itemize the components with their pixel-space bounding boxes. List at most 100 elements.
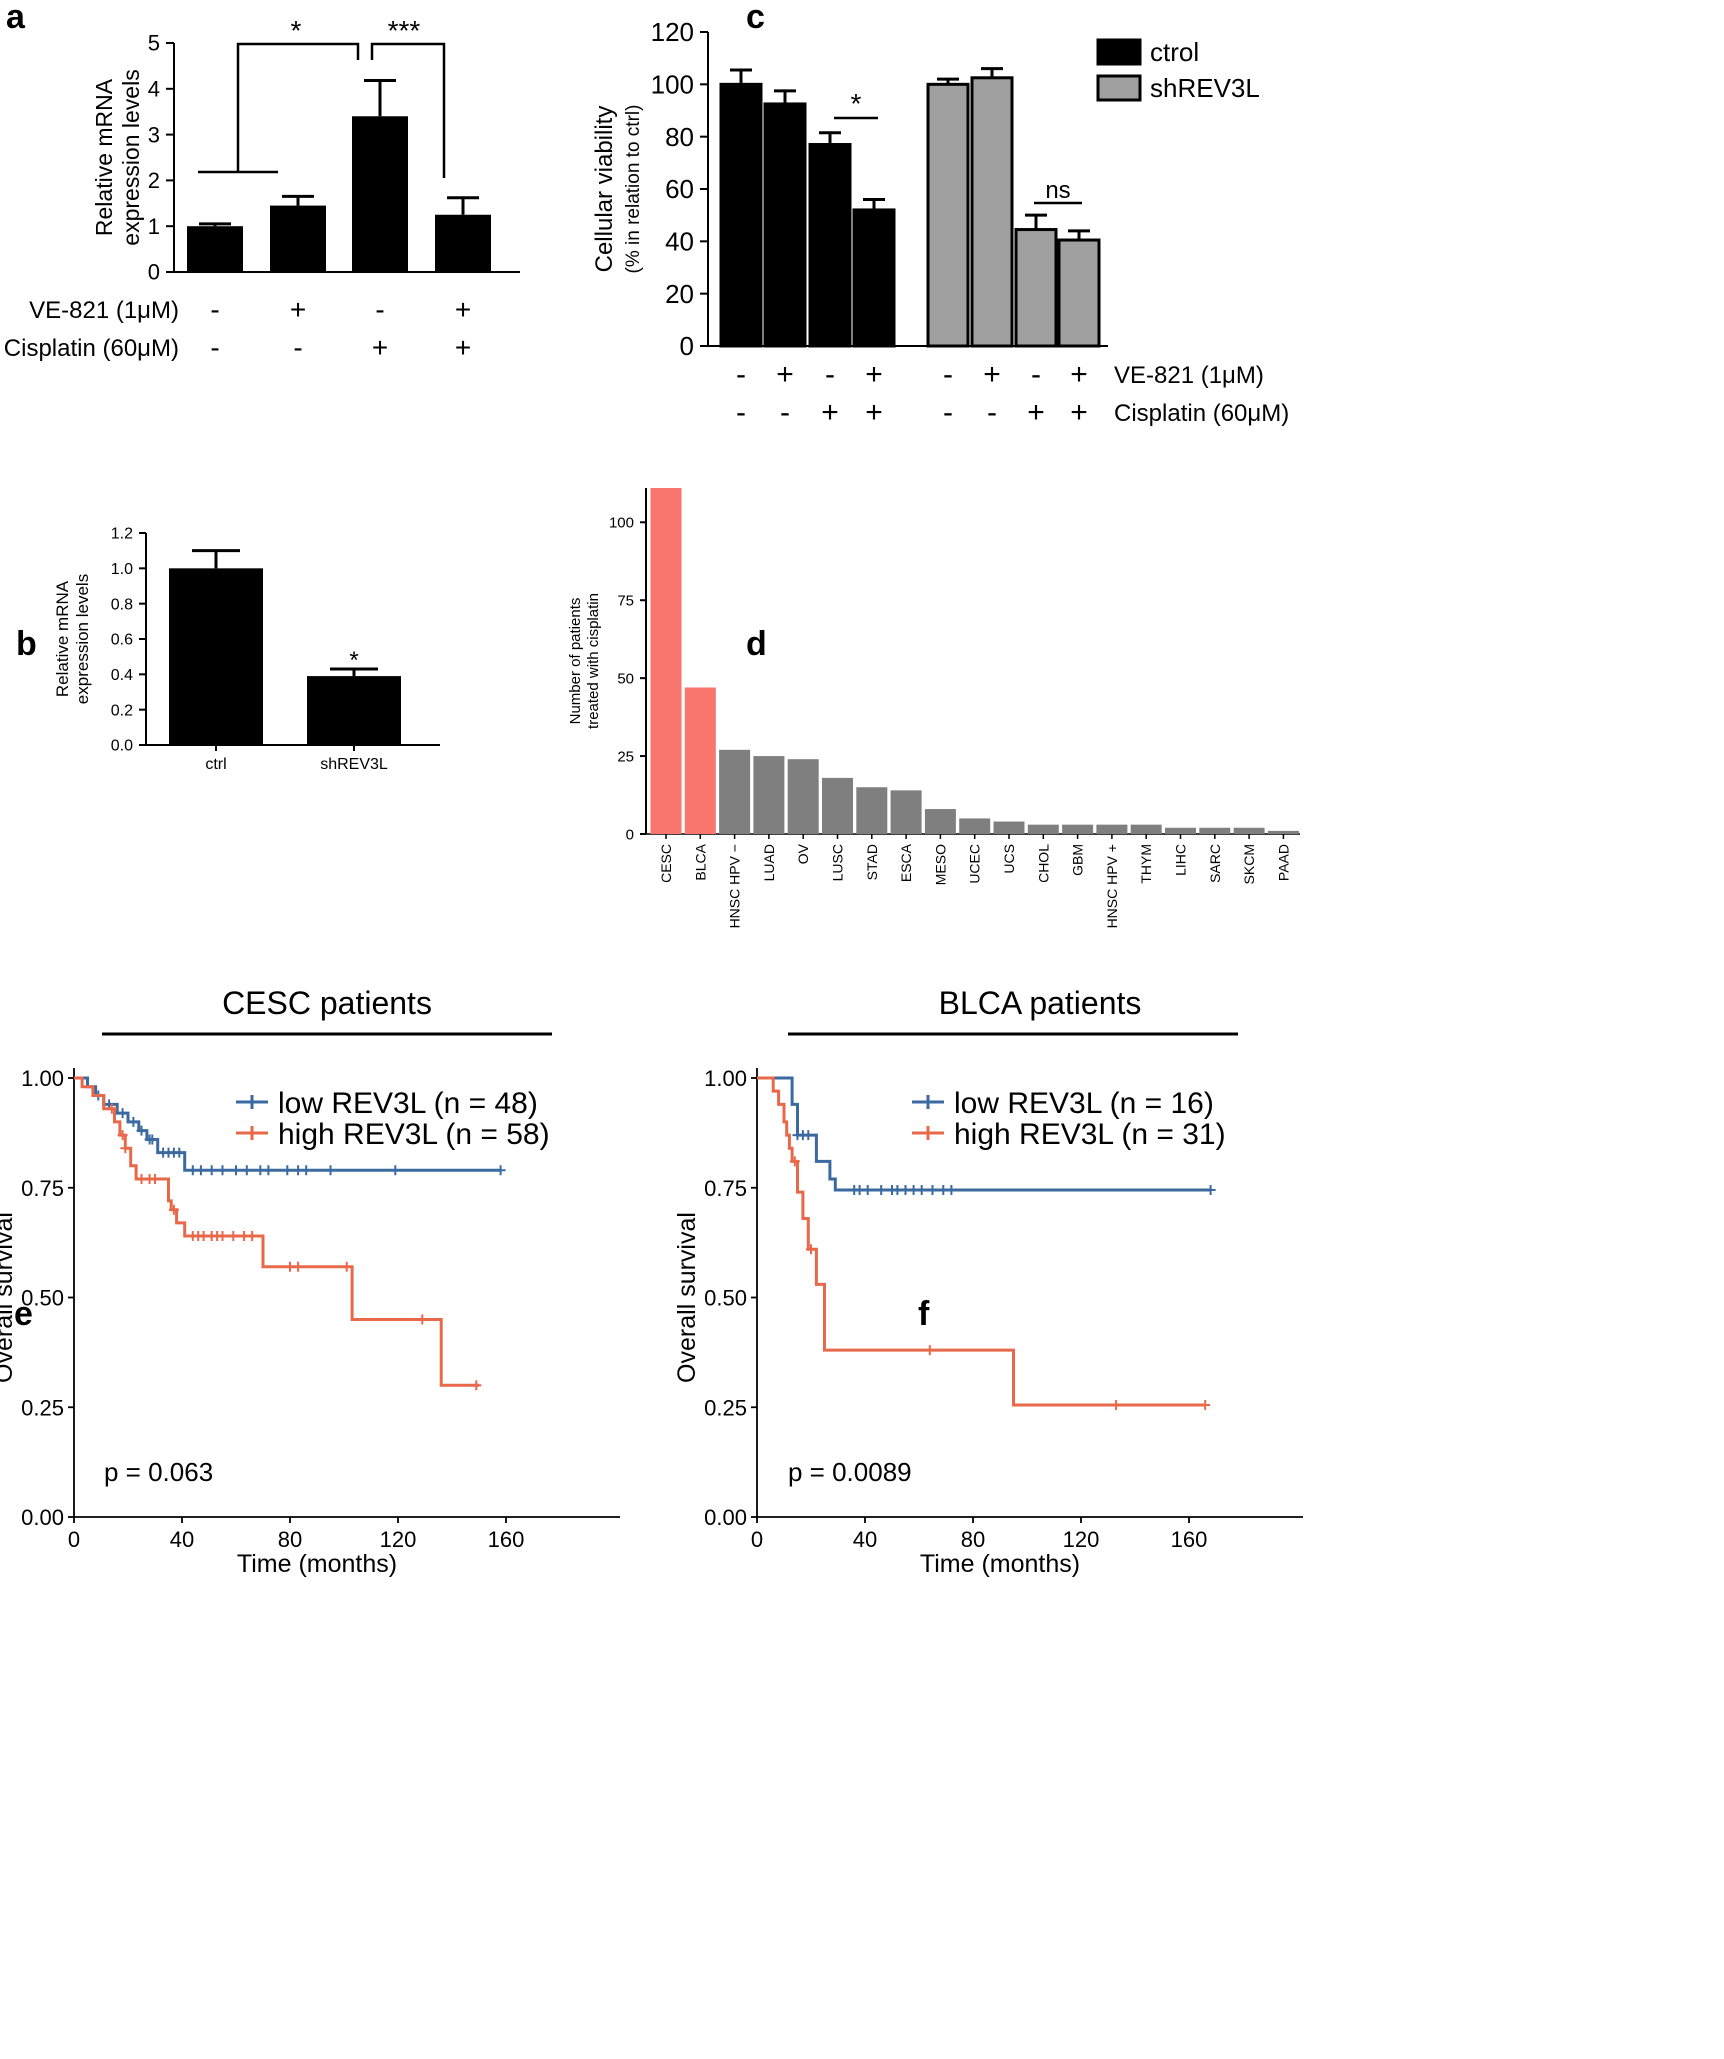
significance-label: ns [1045, 177, 1070, 204]
y-axis-label: Overall survival [673, 1212, 701, 1383]
censor-mark [231, 1165, 241, 1176]
censor-mark [147, 1134, 158, 1145]
bar [1267, 830, 1299, 834]
y-tick-label: 120 [651, 17, 694, 47]
y-tick-label: 5 [148, 31, 160, 56]
y-axis-label: Cellular viability [591, 106, 618, 273]
x-tick-label: CHOL [1035, 844, 1051, 883]
censor-mark [174, 1147, 185, 1158]
x-tick-label: CESC [658, 844, 674, 883]
bar [926, 82, 970, 348]
condition-sign: - [825, 358, 835, 391]
significance-bracket [370, 42, 446, 178]
x-tick-label: THYM [1138, 844, 1154, 884]
censor-mark [789, 1156, 800, 1167]
bar [169, 568, 263, 745]
panel-d-chart: 0 25 50 75 100 Number of patients treated with… [567, 488, 1300, 928]
significance-label: * [851, 88, 862, 119]
condition-sign: - [1031, 358, 1041, 391]
condition-sign: - [736, 396, 746, 429]
legend-swatch [1096, 38, 1142, 66]
bar [852, 208, 896, 348]
censor-mark [417, 1314, 428, 1325]
legend-label: shREV3L [1150, 73, 1260, 103]
censor-mark [241, 1165, 252, 1176]
x-tick-label: HNSC HPV − [727, 844, 743, 928]
y-tick-label: 0 [680, 331, 694, 361]
bar [753, 756, 785, 834]
censor-mark [206, 1165, 217, 1176]
y-tick-label: 20 [665, 279, 694, 309]
y-axis-label: expression levels [118, 69, 144, 245]
y-tick-label: 50 [617, 670, 634, 687]
censor-mark [1111, 1400, 1122, 1411]
condition-sign: + [1070, 358, 1088, 391]
censor-mark [217, 1231, 228, 1242]
condition-label: VE-821 (1μM) [1114, 362, 1264, 389]
y-tick-label: 75 [617, 592, 634, 609]
y-tick-label: 0 [148, 260, 160, 285]
y-tick-label: 0.6 [111, 632, 133, 649]
condition-sign: + [821, 396, 839, 429]
censor-mark [117, 1130, 128, 1141]
y-axis-label: Number of patients [567, 598, 584, 725]
x-tick-label: shREV3L [320, 756, 388, 773]
censor-mark [195, 1165, 206, 1176]
bar [1199, 827, 1231, 834]
condition-sign: - [293, 332, 302, 363]
condition-sign: - [210, 294, 219, 325]
bar [808, 143, 852, 348]
bar [187, 226, 243, 272]
censor-mark [390, 1165, 401, 1176]
survival-curve [74, 1076, 501, 1172]
censor-mark [1200, 1400, 1211, 1411]
censor-mark [247, 1231, 258, 1242]
bar [890, 790, 922, 834]
x-tick-label: 0 [751, 1527, 763, 1552]
legend-label: ctrol [1150, 37, 1199, 67]
x-tick-label: STAD [864, 844, 880, 880]
chart-title: BLCA patients [939, 985, 1142, 1021]
censor-mark [150, 1173, 160, 1184]
condition-sign: - [780, 396, 790, 429]
y-tick-label: 3 [148, 122, 160, 147]
x-tick-label: 40 [170, 1527, 194, 1552]
bar [763, 102, 807, 348]
significance-label: * [349, 647, 358, 674]
legend-label: low REV3L (n = 48) [278, 1087, 538, 1120]
bar [435, 214, 491, 272]
legend-swatch [1096, 74, 1142, 102]
x-tick-label: LUSC [830, 844, 846, 881]
x-tick-label: UCEC [967, 844, 983, 884]
censor-mark [217, 1165, 228, 1176]
y-tick-label: 0.75 [704, 1176, 747, 1201]
condition-sign: + [776, 358, 794, 391]
censor-mark [862, 1184, 873, 1195]
condition-sign: - [943, 396, 953, 429]
y-tick-label: 0.75 [21, 1176, 64, 1201]
condition-label: Cisplatin (60μM) [4, 335, 179, 362]
x-tick-label: ESCA [898, 843, 914, 882]
panel-label-d: d [746, 625, 767, 663]
x-tick-label: LUAD [761, 844, 777, 881]
panel-e-chart: CESC patients 0.00 0.25 0.50 0.75 1.00 0 40 80 12… [0, 985, 620, 1578]
censor-mark [916, 1184, 927, 1195]
x-tick-label: 120 [1063, 1527, 1100, 1552]
x-tick-label: UCS [1001, 844, 1017, 874]
chart-title: CESC patients [222, 985, 432, 1021]
y-tick-label: 80 [665, 122, 694, 152]
censor-mark [136, 1125, 147, 1136]
y-tick-label: 2 [148, 168, 160, 193]
legend-label: high REV3L (n = 31) [954, 1118, 1226, 1151]
x-tick-label: 160 [488, 1527, 525, 1552]
bar [719, 749, 751, 834]
condition-label: VE-821 (1μM) [29, 297, 179, 324]
y-axis-label: (% in relation to ctrl) [623, 105, 644, 274]
panel-b-chart: 0.0 0.2 0.4 0.6 0.8 1.0 1.2 Relative mRNA expres… [53, 526, 440, 773]
censor-mark [471, 1380, 482, 1391]
x-tick-label: GBM [1070, 844, 1086, 876]
bar [307, 676, 401, 745]
bar [1165, 827, 1196, 834]
